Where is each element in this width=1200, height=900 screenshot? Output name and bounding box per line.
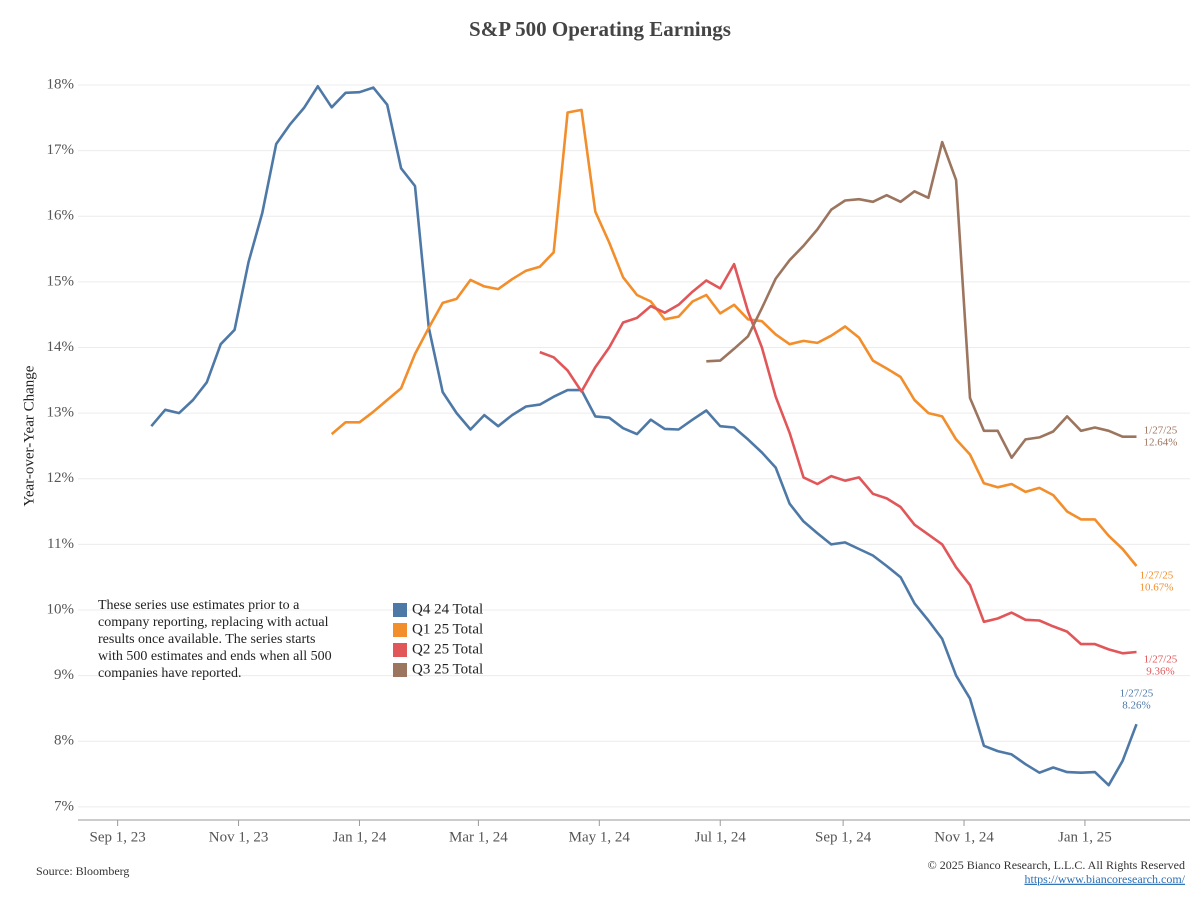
end-value-label: 12.64%: [1144, 436, 1178, 448]
legend-swatch: [393, 663, 407, 677]
y-tick-label: 10%: [47, 601, 75, 617]
y-tick-label: 16%: [47, 208, 75, 224]
end-date-label: 1/27/25: [1144, 654, 1178, 666]
y-tick-label: 12%: [47, 470, 75, 486]
legend-swatch: [393, 603, 407, 617]
legend-swatch: [393, 643, 407, 657]
y-tick-label: 18%: [47, 76, 75, 92]
end-date-label: 1/27/25: [1140, 570, 1174, 582]
legend-label: Q2 25 Total: [412, 641, 483, 657]
y-tick-label: 17%: [47, 142, 75, 158]
legend-label: Q1 25 Total: [412, 621, 483, 637]
note-line: These series use estimates prior to a: [98, 598, 300, 613]
x-tick-label: Jan 1, 25: [1058, 829, 1112, 845]
x-tick-label: Sep 1, 24: [815, 829, 872, 845]
y-tick-label: 13%: [47, 405, 75, 421]
series-line: [330, 108, 1138, 567]
y-tick-label: 11%: [47, 536, 74, 552]
end-value-label: 9.36%: [1146, 666, 1174, 678]
series-line: [706, 140, 1137, 459]
note-line: results once available. The series start…: [98, 632, 315, 647]
x-tick-label: Jan 1, 24: [333, 829, 387, 845]
series-line: [150, 85, 1138, 787]
series-line: [539, 262, 1137, 655]
y-tick-label: 14%: [47, 339, 75, 355]
note-line: companies have reported.: [98, 666, 241, 681]
copyright: © 2025 Bianco Research, L.L.C. All Right…: [928, 858, 1185, 872]
end-value-label: 8.26%: [1122, 700, 1150, 712]
x-tick-label: Mar 1, 24: [449, 829, 508, 845]
source: Source: Bloomberg: [36, 864, 129, 878]
legend-label: Q4 24 Total: [412, 601, 483, 617]
y-axis-label: Year-over-Year Change: [21, 365, 37, 506]
end-date-label: 1/27/25: [1144, 424, 1178, 436]
y-tick-label: 9%: [54, 667, 74, 683]
y-tick-label: 15%: [47, 273, 75, 289]
x-tick-label: Nov 1, 23: [209, 829, 269, 845]
y-tick-label: 7%: [54, 798, 74, 814]
note-line: with 500 estimates and ends when all 500: [98, 649, 332, 664]
url[interactable]: https://www.biancoresearch.com/: [1024, 872, 1185, 886]
end-date-label: 1/27/25: [1120, 688, 1154, 700]
x-tick-label: May 1, 24: [569, 829, 631, 845]
legend-label: Q3 25 Total: [412, 661, 483, 677]
legend-swatch: [393, 623, 407, 637]
end-value-label: 10.67%: [1140, 582, 1174, 594]
note-line: company reporting, replacing with actual: [98, 615, 329, 630]
chart-title: S&P 500 Operating Earnings: [469, 17, 731, 41]
x-tick-label: Nov 1, 24: [934, 829, 994, 845]
x-tick-label: Jul 1, 24: [695, 829, 747, 845]
y-tick-label: 8%: [54, 733, 74, 749]
x-tick-label: Sep 1, 23: [90, 829, 146, 845]
